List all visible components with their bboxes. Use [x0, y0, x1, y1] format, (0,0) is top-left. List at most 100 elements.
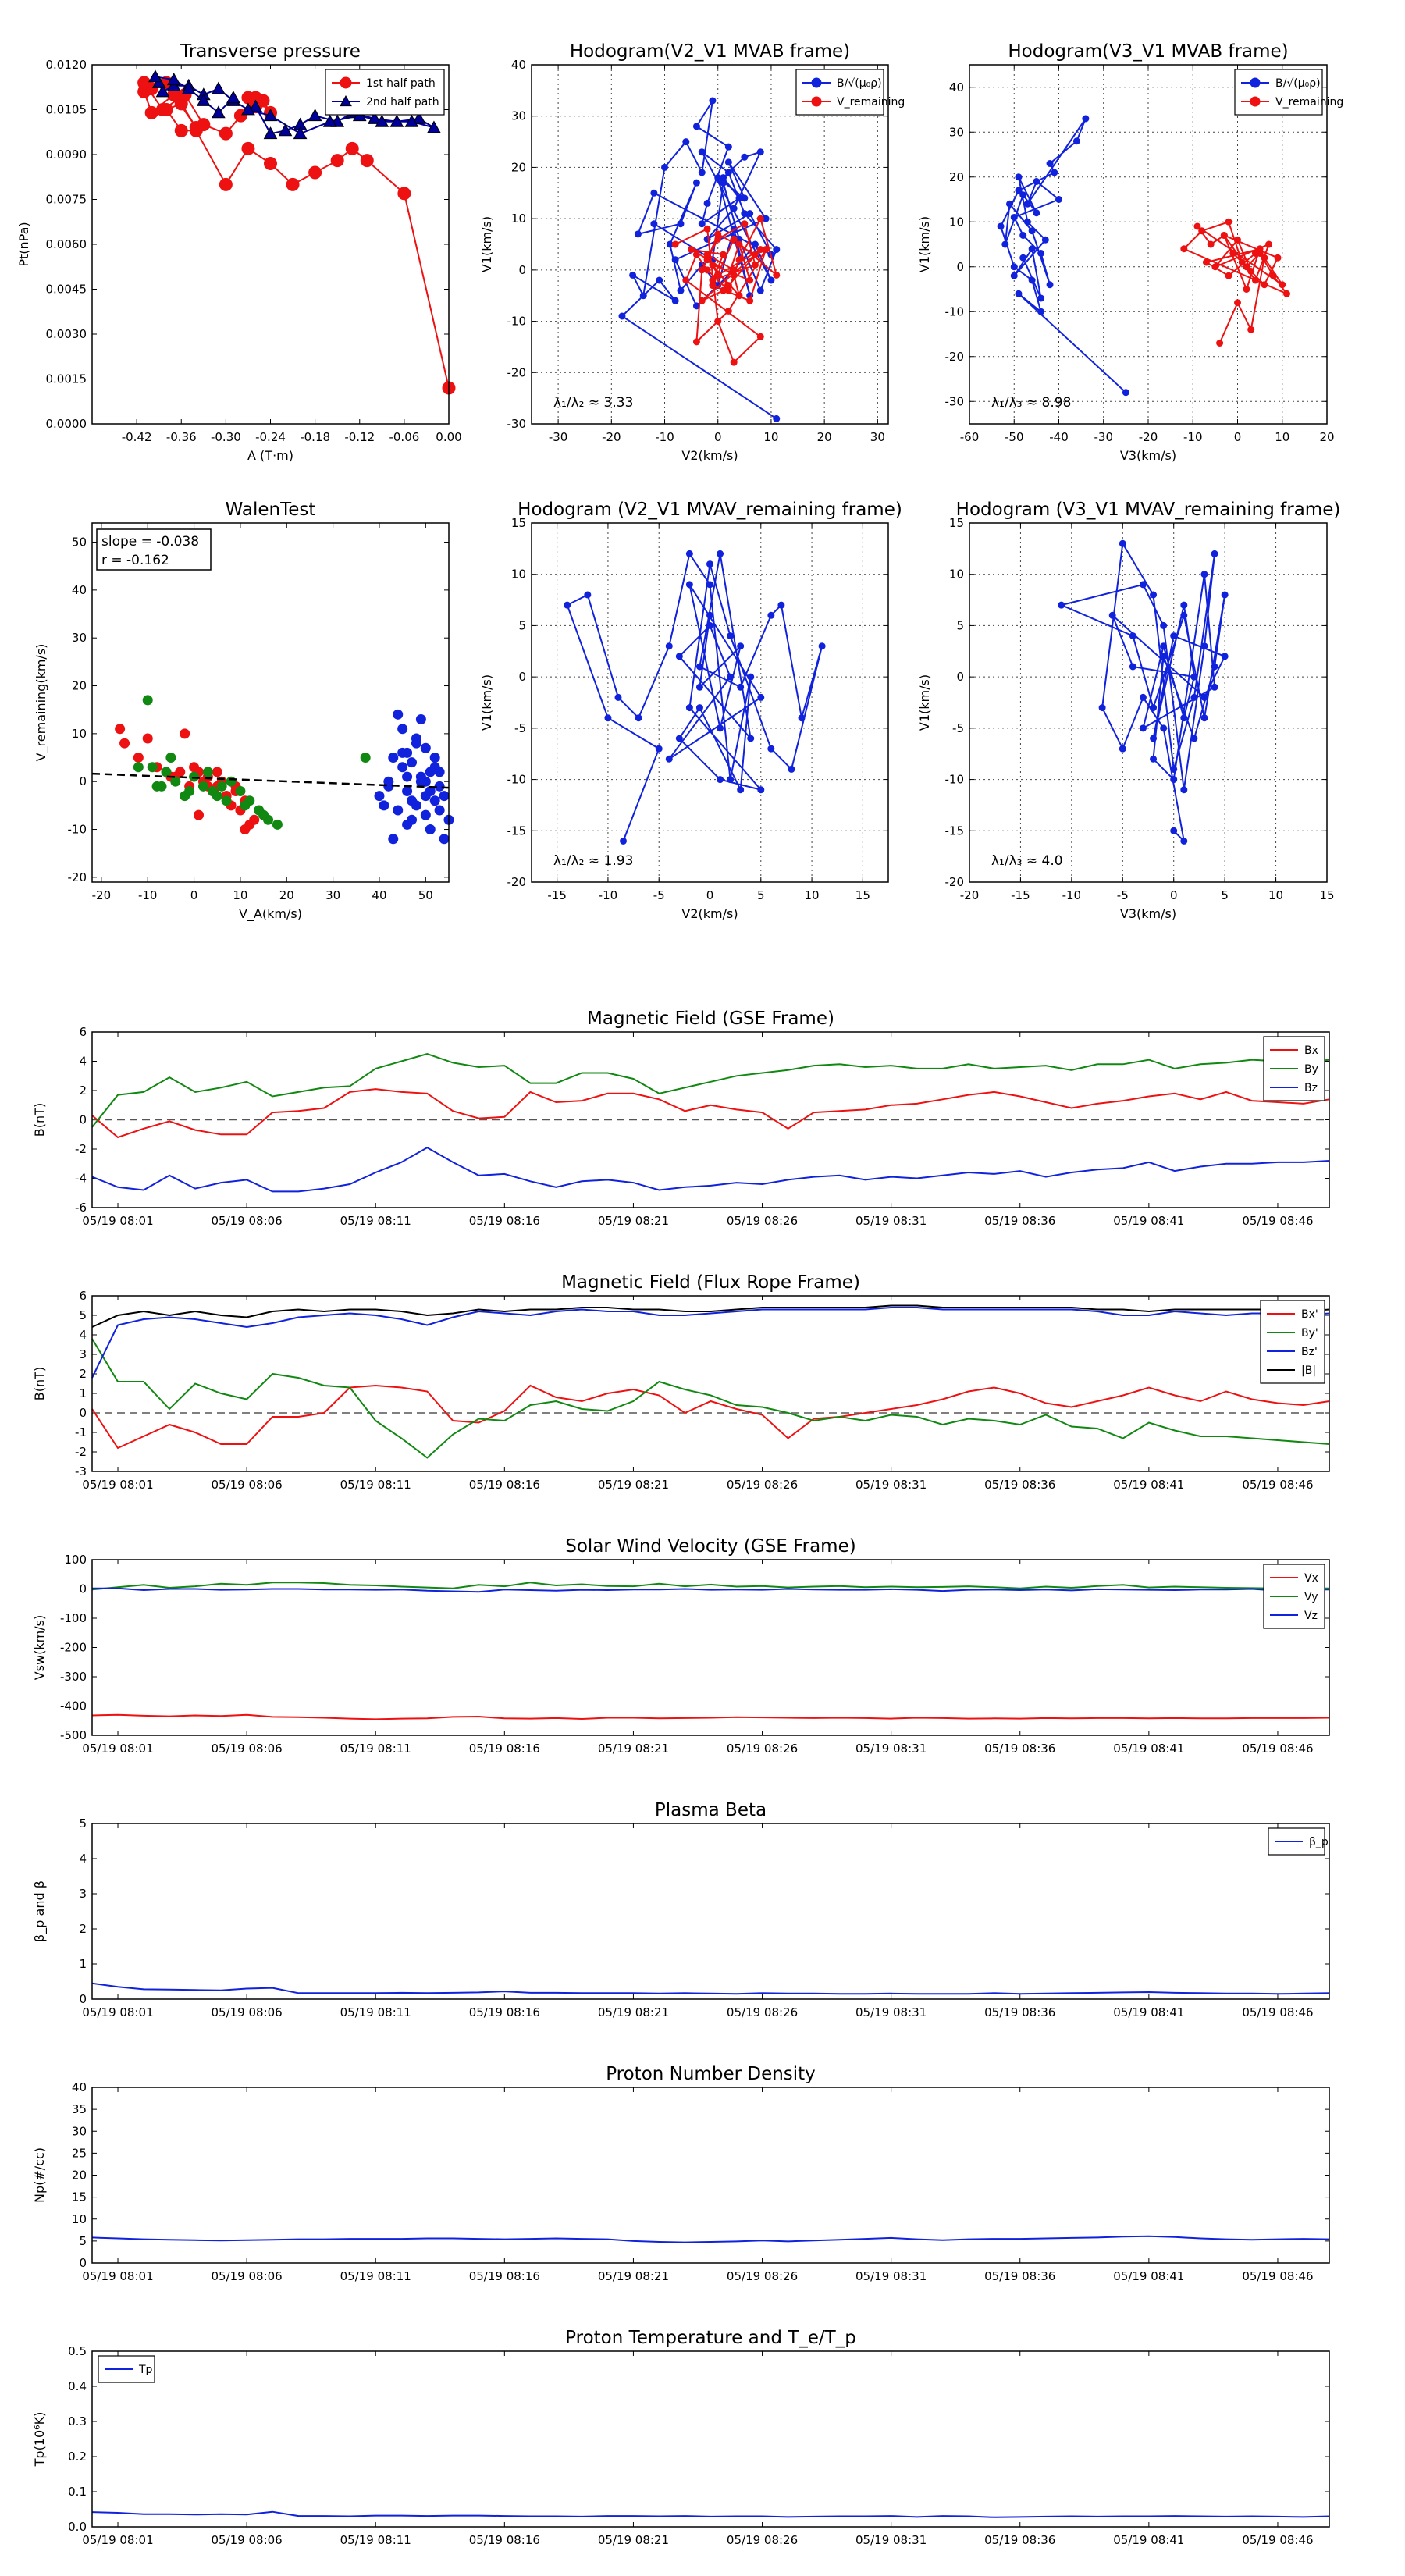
legend-label: Vy	[1304, 1591, 1318, 1603]
legend-marker	[1250, 96, 1261, 107]
x-tick-label: 0	[706, 888, 714, 902]
data-point	[1010, 214, 1018, 221]
data-point	[714, 174, 722, 182]
y-tick-label: -10	[68, 823, 87, 837]
data-point	[1015, 173, 1023, 181]
data-point	[671, 256, 679, 264]
data-point	[1108, 611, 1116, 619]
series-line	[1058, 541, 1226, 844]
x-tick-label: -60	[960, 430, 980, 444]
chart-title: Plasma Beta	[655, 1800, 767, 1820]
data-point	[1010, 263, 1018, 271]
time-tick-label: 05/19 08:41	[1113, 2533, 1184, 2547]
time-tick-label: 05/19 08:31	[855, 2005, 927, 2019]
x-tick-label: -20	[602, 430, 621, 444]
data-point	[717, 724, 724, 732]
x-tick-label: -0.06	[389, 430, 419, 444]
data-point	[216, 781, 227, 792]
data-point	[1023, 200, 1031, 208]
plot-frame	[91, 1031, 1330, 1208]
data-point	[166, 73, 181, 86]
data-point	[614, 693, 622, 701]
legend-label: Bx	[1304, 1044, 1318, 1057]
data-point	[196, 93, 211, 106]
data-point	[1207, 240, 1215, 248]
time-tick-label: 05/19 08:21	[598, 1742, 669, 1756]
data-point	[404, 114, 419, 127]
data-point	[1211, 683, 1218, 691]
legend-marker	[1250, 77, 1261, 88]
data-point	[564, 601, 571, 609]
y-tick-label: -300	[60, 1670, 87, 1684]
data-point	[698, 220, 706, 228]
data-point	[1055, 196, 1062, 203]
time-tick-label: 05/19 08:26	[727, 1742, 798, 1756]
y-tick-label: 10	[511, 212, 526, 226]
x-tick-label: -15	[547, 888, 567, 902]
data-point	[1211, 550, 1218, 557]
x-tick-label: -10	[599, 888, 618, 902]
data-point	[212, 767, 222, 777]
series-line	[621, 100, 777, 420]
y-tick-label: 0.0015	[46, 372, 87, 386]
time-tick-label: 05/19 08:46	[1242, 2005, 1313, 2019]
data-point	[741, 194, 749, 202]
data-point	[402, 747, 413, 758]
x-tick-label: 0	[1234, 430, 1242, 444]
data-point	[397, 187, 411, 201]
series-line	[91, 1713, 1330, 1720]
data-point	[737, 683, 745, 691]
ratio-annotation: λ₁/λ₃ ≈ 8.98	[991, 395, 1071, 411]
x-tick-label: -0.36	[166, 430, 197, 444]
data-point	[677, 220, 685, 228]
data-point	[1221, 653, 1229, 660]
chart-title: WalenTest	[226, 500, 316, 520]
x-axis-label: A (T·m)	[247, 448, 293, 463]
data-point	[1190, 673, 1198, 681]
data-point	[1251, 276, 1259, 284]
data-point	[1193, 222, 1201, 230]
x-tick-label: 15	[1319, 888, 1334, 902]
chart-title: Magnetic Field (GSE Frame)	[587, 1009, 834, 1029]
data-point	[1261, 281, 1268, 289]
data-point	[1037, 294, 1045, 302]
y-axis-label: V1(km/s)	[479, 216, 494, 272]
plot-frame	[531, 522, 889, 883]
data-point	[194, 809, 205, 820]
x-tick-label: 20	[279, 888, 294, 902]
data-point	[688, 246, 695, 254]
legend-label: By'	[1301, 1327, 1318, 1340]
y-tick-label: 40	[72, 583, 87, 597]
time-tick-label: 05/19 08:06	[212, 1478, 283, 1492]
data-point	[1119, 745, 1126, 753]
legend-label: Bz	[1304, 1082, 1318, 1094]
data-point	[420, 776, 431, 787]
x-tick-label: 10	[233, 888, 247, 902]
data-point	[727, 776, 735, 784]
time-tick-label: 05/19 08:36	[984, 1742, 1055, 1756]
data-point	[1200, 642, 1208, 650]
data-point	[360, 753, 371, 763]
y-tick-label: 0.0030	[46, 327, 87, 341]
time-tick-label: 05/19 08:16	[469, 1214, 540, 1228]
legend-label: Tp	[138, 2364, 153, 2376]
data-point	[308, 165, 322, 180]
data-point	[1190, 735, 1198, 742]
chart-hodo4: Hodogram (V3_V1 MVAV_remaining frame) -20…	[917, 500, 1340, 921]
y-tick-label: 30	[72, 2124, 87, 2138]
chart-title: Magnetic Field (Flux Rope Frame)	[561, 1272, 860, 1293]
data-point	[709, 276, 717, 284]
legend-label: 1st half path	[366, 77, 436, 90]
data-point	[735, 240, 743, 248]
data-point	[374, 791, 385, 802]
data-point	[724, 169, 732, 176]
data-point	[407, 795, 418, 806]
data-point	[221, 795, 232, 806]
data-point	[756, 286, 764, 294]
time-tick-label: 05/19 08:41	[1113, 2269, 1184, 2283]
data-point	[219, 177, 233, 191]
data-point	[767, 745, 775, 753]
data-point	[219, 126, 233, 141]
data-point	[1037, 308, 1045, 315]
y-tick-label: 0.0075	[46, 193, 87, 207]
